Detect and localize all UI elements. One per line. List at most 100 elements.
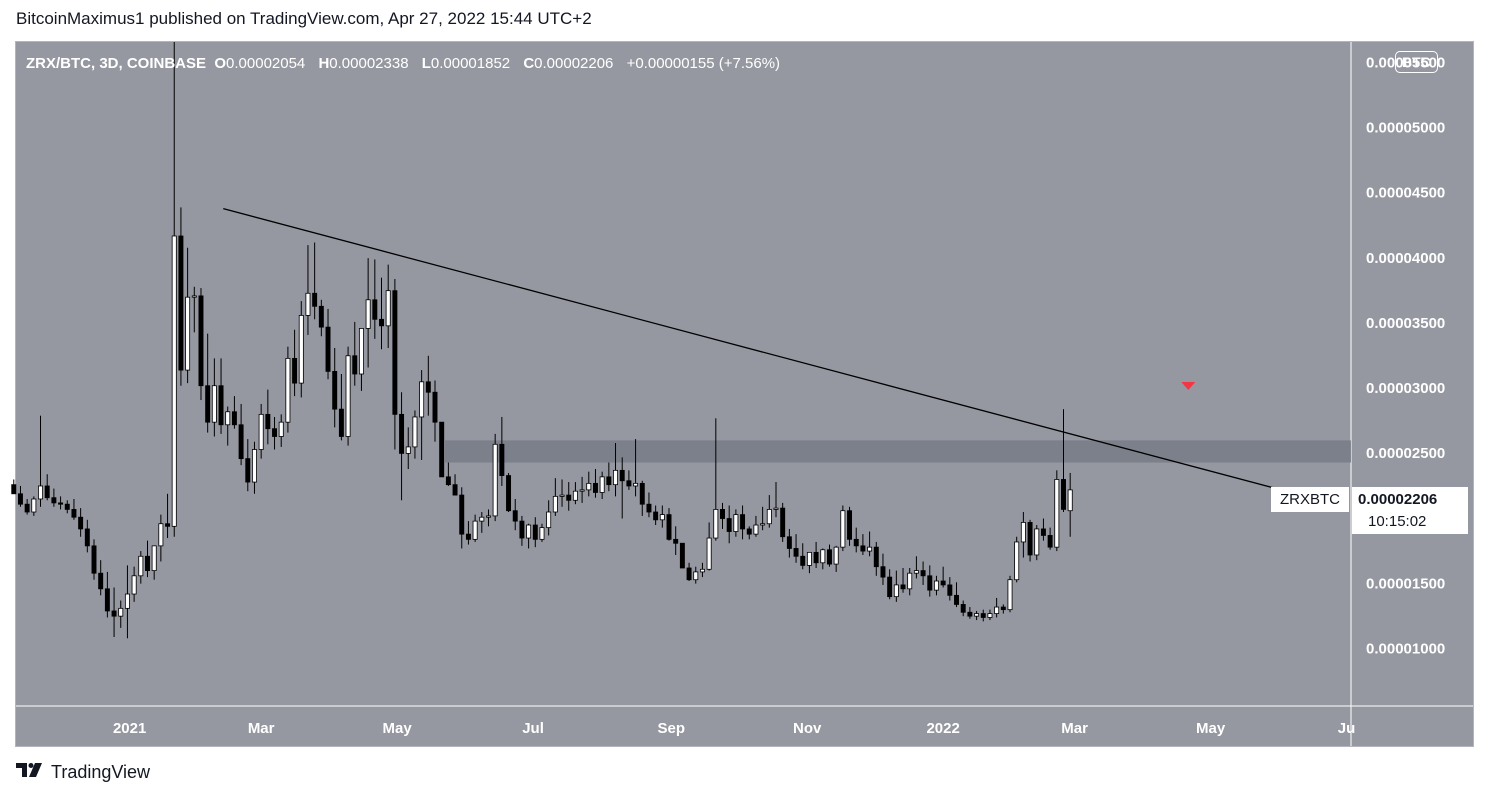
candle[interactable]: [465, 521, 471, 545]
candle[interactable]: [432, 380, 438, 442]
candle[interactable]: [907, 567, 913, 596]
candle[interactable]: [251, 441, 257, 494]
candle[interactable]: [439, 421, 445, 478]
candle[interactable]: [151, 545, 157, 580]
candle[interactable]: [285, 346, 291, 433]
candle[interactable]: [1054, 470, 1060, 552]
candle[interactable]: [51, 488, 57, 507]
candle[interactable]: [211, 358, 217, 437]
candle[interactable]: [1007, 575, 1013, 613]
candle[interactable]: [124, 565, 130, 639]
candle[interactable]: [425, 355, 431, 416]
candle[interactable]: [238, 403, 244, 466]
candle[interactable]: [178, 207, 184, 386]
resistance-zone[interactable]: [445, 440, 1351, 463]
candle[interactable]: [947, 577, 953, 601]
candle[interactable]: [639, 480, 645, 516]
candle[interactable]: [552, 478, 558, 516]
candle[interactable]: [91, 539, 97, 580]
candle[interactable]: [318, 299, 324, 337]
candle[interactable]: [352, 321, 358, 386]
candle[interactable]: [793, 534, 799, 563]
candle[interactable]: [512, 498, 518, 531]
candle[interactable]: [893, 570, 899, 602]
candle[interactable]: [58, 496, 64, 510]
candle[interactable]: [980, 609, 986, 622]
candle[interactable]: [586, 471, 592, 497]
candle[interactable]: [191, 286, 197, 333]
candle[interactable]: [345, 346, 351, 446]
candle[interactable]: [526, 523, 532, 549]
candle[interactable]: [98, 560, 104, 596]
candle[interactable]: [827, 544, 832, 567]
candle[interactable]: [1061, 409, 1066, 513]
candle[interactable]: [740, 505, 746, 540]
candle[interactable]: [479, 512, 485, 533]
candle[interactable]: [746, 526, 752, 540]
candle[interactable]: [566, 482, 572, 511]
candle[interactable]: [258, 403, 264, 459]
candle[interactable]: [726, 505, 732, 544]
candle[interactable]: [412, 410, 418, 459]
candle[interactable]: [820, 548, 826, 570]
candle[interactable]: [867, 531, 873, 557]
candle[interactable]: [225, 406, 231, 446]
candle[interactable]: [773, 482, 779, 518]
candle[interactable]: [887, 569, 893, 600]
candle[interactable]: [231, 396, 237, 429]
candle[interactable]: [265, 389, 271, 445]
candle[interactable]: [539, 523, 545, 542]
candle[interactable]: [138, 551, 144, 584]
candle[interactable]: [84, 519, 90, 553]
candle[interactable]: [506, 472, 512, 513]
price-axis-area[interactable]: [1351, 42, 1473, 706]
plot-area[interactable]: [16, 42, 1351, 706]
candle[interactable]: [546, 500, 552, 536]
candle[interactable]: [933, 575, 939, 596]
candle[interactable]: [659, 505, 665, 528]
candle[interactable]: [358, 328, 364, 391]
candle[interactable]: [679, 542, 685, 569]
candle[interactable]: [987, 609, 993, 621]
candle[interactable]: [572, 482, 578, 505]
candle[interactable]: [599, 471, 605, 499]
descending-trendline[interactable]: [223, 208, 1291, 494]
candle[interactable]: [272, 416, 278, 450]
candle[interactable]: [399, 392, 405, 501]
candle[interactable]: [579, 476, 585, 503]
candle[interactable]: [44, 474, 50, 501]
legend-symbol[interactable]: ZRX/BTC, 3D, COINBASE: [26, 55, 207, 72]
candle[interactable]: [766, 495, 772, 528]
candle[interactable]: [592, 469, 598, 498]
candle[interactable]: [11, 479, 17, 495]
candle[interactable]: [860, 534, 866, 555]
candle[interactable]: [713, 418, 719, 541]
candle[interactable]: [913, 556, 919, 579]
candle[interactable]: [278, 414, 284, 447]
candle[interactable]: [218, 358, 224, 434]
candle[interactable]: [31, 496, 37, 516]
candle[interactable]: [673, 526, 679, 555]
candle[interactable]: [111, 587, 117, 637]
candle[interactable]: [967, 607, 973, 619]
candle[interactable]: [486, 509, 491, 527]
candle[interactable]: [17, 485, 23, 507]
time-axis-area[interactable]: [16, 706, 1473, 746]
candle[interactable]: [833, 545, 839, 572]
candle[interactable]: [445, 462, 451, 486]
candle[interactable]: [104, 571, 110, 618]
candle[interactable]: [706, 522, 712, 571]
candle[interactable]: [1027, 519, 1033, 562]
candle[interactable]: [1034, 525, 1040, 561]
candle[interactable]: [71, 498, 77, 520]
candle[interactable]: [185, 247, 191, 384]
candle[interactable]: [880, 553, 886, 585]
candle[interactable]: [720, 502, 725, 529]
candle[interactable]: [245, 439, 251, 492]
candle[interactable]: [379, 277, 384, 350]
candle[interactable]: [205, 333, 211, 433]
candle[interactable]: [954, 582, 959, 608]
candle[interactable]: [298, 301, 304, 398]
candle[interactable]: [1014, 536, 1020, 583]
